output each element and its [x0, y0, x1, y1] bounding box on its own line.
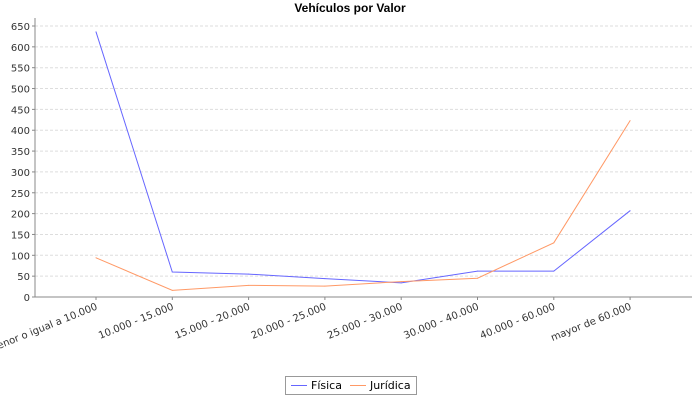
- data-point: [95, 257, 97, 259]
- y-tick-label: 0: [24, 293, 30, 304]
- x-tick-label: 40.000 - 60.000: [479, 302, 557, 342]
- y-tick-label: 650: [11, 22, 30, 33]
- series-line-fisica: [95, 31, 631, 284]
- x-tick-label: menor o igual a 10.000: [0, 302, 99, 356]
- y-tick-label: 350: [11, 147, 30, 158]
- data-point: [553, 242, 555, 244]
- series-line-juridica: [95, 120, 631, 291]
- data-point: [400, 282, 402, 284]
- x-tick-label: mayor de 60.000: [549, 302, 633, 344]
- legend-swatch: [291, 385, 307, 386]
- data-point: [95, 31, 97, 33]
- data-point: [629, 120, 631, 122]
- y-tick-label: 300: [11, 168, 30, 179]
- data-point: [324, 278, 326, 280]
- data-point: [171, 289, 173, 291]
- x-tick-label: 20.000 - 25.000: [250, 302, 328, 342]
- x-tick-label: 15.000 - 20.000: [173, 302, 251, 342]
- y-tick-label: 450: [11, 105, 30, 116]
- legend-label: Jurídica: [369, 379, 411, 392]
- data-point: [553, 270, 555, 272]
- x-tick-label: 25.000 - 30.000: [326, 302, 404, 342]
- x-tick-label: 10.000 - 15.000: [97, 302, 175, 342]
- data-point: [248, 284, 250, 286]
- y-tick-label: 250: [11, 189, 30, 200]
- y-tick-label: 600: [11, 43, 30, 54]
- data-point: [477, 277, 478, 279]
- y-tick-label: 500: [11, 85, 30, 96]
- y-tick-label: 200: [11, 210, 30, 221]
- y-tick-label: 400: [11, 126, 30, 137]
- legend-swatch: [349, 385, 366, 386]
- y-tick-label: 100: [11, 251, 30, 262]
- legend-label: Física: [311, 379, 342, 392]
- data-point: [324, 285, 326, 287]
- data-point: [477, 270, 478, 272]
- y-tick-label: 50: [17, 272, 30, 283]
- y-tick-label: 150: [11, 230, 30, 241]
- data-point: [171, 271, 173, 273]
- legend-item-fisica: Física: [291, 379, 342, 392]
- data-point: [248, 273, 250, 275]
- chart-title: Vehículos por Valor: [294, 1, 406, 15]
- legend: Física Jurídica: [285, 376, 417, 395]
- data-point: [629, 210, 631, 212]
- x-tick-label: 30.000 - 40.000: [402, 302, 480, 342]
- y-tick-label: 550: [11, 64, 30, 75]
- data-point: [400, 281, 402, 283]
- legend-item-juridica: Jurídica: [349, 379, 411, 392]
